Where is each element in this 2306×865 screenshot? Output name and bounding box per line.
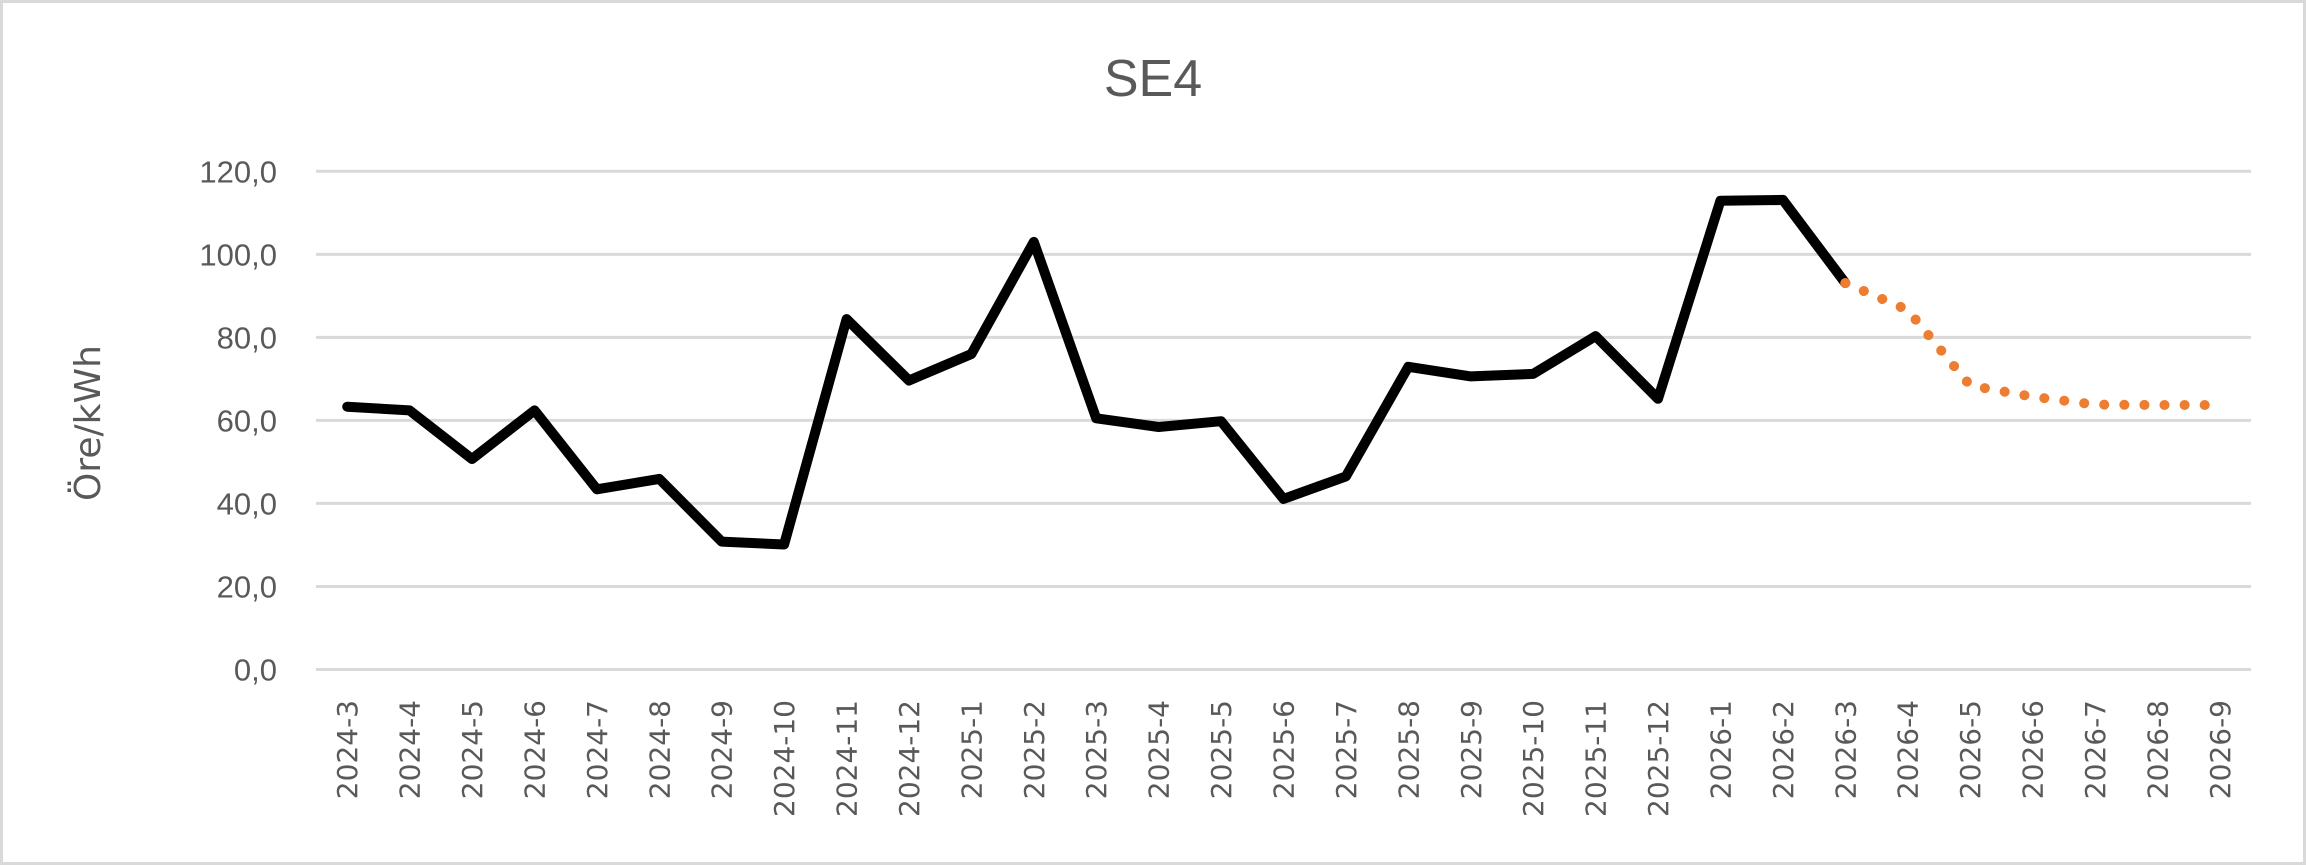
x-tick-label: 2025-8: [1392, 700, 1425, 799]
x-tick-label: 2025-1: [955, 700, 988, 799]
x-tick-label: 2025-12: [1642, 700, 1675, 817]
x-tick-label: 2024-9: [706, 700, 739, 799]
x-tick-label: 2026-9: [2204, 700, 2237, 799]
x-tick-label: 2024-3: [331, 700, 364, 799]
x-tick-label: 2026-2: [1767, 700, 1800, 799]
x-tick-label: 2025-9: [1455, 700, 1488, 799]
x-tick-label: 2025-7: [1330, 700, 1363, 799]
y-tick-label: 120,0: [199, 154, 277, 189]
y-tick-label: 40,0: [217, 486, 277, 521]
x-tick-label: 2026-6: [2017, 700, 2050, 799]
forecast-line: [1840, 278, 2225, 410]
y-tick-label: 60,0: [217, 403, 277, 438]
x-tick-label: 2025-11: [1580, 700, 1613, 817]
x-tick-label: 2024-7: [581, 700, 614, 799]
y-axis-label: Öre/kWh: [67, 345, 109, 501]
x-tick-label: 2026-3: [1829, 700, 1862, 799]
gridlines: [316, 169, 2251, 671]
x-tick-label: 2025-4: [1143, 700, 1176, 799]
x-tick-label: 2024-10: [768, 700, 801, 817]
y-tick-label: 20,0: [217, 569, 277, 604]
x-tick-label: 2026-5: [1954, 700, 1987, 799]
x-tick-label: 2024-11: [831, 700, 864, 817]
x-tick-label: 2024-5: [456, 700, 489, 799]
y-tick-label: 80,0: [217, 320, 277, 355]
y-tick-label: 100,0: [199, 237, 277, 272]
x-tick-label: 2025-2: [1018, 700, 1051, 799]
x-tick-label: 2026-4: [1892, 700, 1925, 799]
x-axis-ticks: 2024-3 2024-4 2024-5 2024-6 2024-7 2024-8 2024…: [331, 700, 2237, 817]
x-tick-label: 2025-10: [1517, 700, 1550, 817]
x-tick-label: 2024-6: [518, 700, 551, 799]
x-tick-label: 2025-5: [1205, 700, 1238, 799]
x-tick-label: 2026-1: [1704, 700, 1737, 799]
actual-line: [342, 194, 1851, 550]
y-tick-label: 0,0: [234, 653, 277, 688]
y-axis-ticks: 0,0 20,0 40,0 60,0 80,0 100,0 120,0: [199, 154, 277, 687]
chart-title: SE4: [1104, 50, 1202, 108]
x-tick-label: 2024-4: [394, 700, 427, 799]
x-tick-label: 2026-7: [2079, 700, 2112, 799]
x-tick-label: 2025-6: [1268, 700, 1301, 799]
x-tick-label: 2024-8: [643, 700, 676, 799]
x-tick-label: 2026-8: [2141, 700, 2174, 799]
series-group: [342, 194, 2225, 550]
x-tick-label: 2024-12: [893, 700, 926, 817]
x-tick-label: 2025-3: [1080, 700, 1113, 799]
